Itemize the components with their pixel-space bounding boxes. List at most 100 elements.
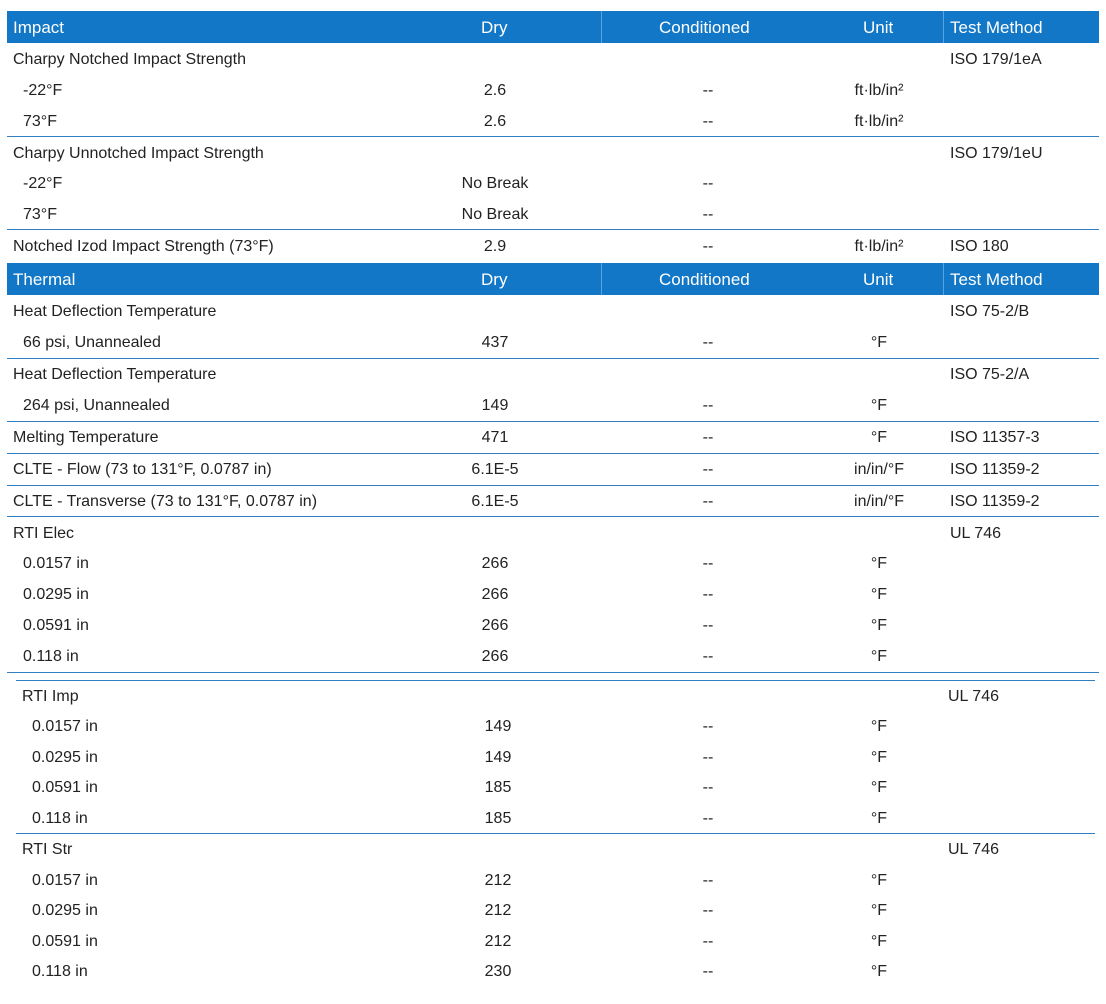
property-label: 0.0591 in — [32, 779, 98, 796]
table-row: RTI Str UL 746 — [0, 834, 1106, 865]
property-label: 0.0295 in — [32, 902, 98, 919]
test-method: ISO 180 — [950, 238, 1009, 255]
table-row: Heat Deflection Temperature ISO 75-2/B — [0, 296, 1106, 327]
table-row: -22°F 2.6 -- ft·lb/in² — [0, 75, 1106, 106]
property-label: CLTE - Transverse (73 to 131°F, 0.0787 i… — [13, 493, 318, 510]
test-method: ISO 179/1eU — [950, 145, 1043, 162]
conditioned-value: -- — [702, 555, 714, 572]
dry-value: 230 — [484, 963, 512, 980]
test-method: ISO 75-2/B — [950, 303, 1030, 320]
table-row: 0.0591 in 185 -- °F — [0, 772, 1106, 803]
row-divider — [16, 833, 1095, 834]
conditioned-column-header: Conditioned — [659, 18, 750, 37]
table-row: Heat Deflection Temperature ISO 75-2/A — [0, 359, 1106, 390]
table-row: 0.118 in 266 -- °F — [0, 641, 1106, 672]
unit-value: °F — [870, 429, 888, 446]
property-label: RTI Elec — [13, 525, 75, 542]
property-label: CLTE - Flow (73 to 131°F, 0.0787 in) — [13, 461, 272, 478]
property-label: 66 psi, Unannealed — [23, 334, 161, 351]
table-row: 0.0295 in 212 -- °F — [0, 895, 1106, 926]
dry-column-header: Dry — [481, 18, 508, 37]
table-row: Charpy Unnotched Impact Strength ISO 179… — [0, 138, 1106, 169]
property-label: 0.0157 in — [32, 872, 98, 889]
unit-value: °F — [870, 555, 888, 572]
row-divider — [7, 485, 1099, 486]
property-label: Heat Deflection Temperature — [13, 303, 217, 320]
row-divider — [7, 358, 1099, 359]
conditioned-value: -- — [702, 397, 714, 414]
table-row: 0.0157 in 149 -- °F — [0, 711, 1106, 742]
unit-value: in/in/°F — [854, 461, 904, 478]
column-divider — [601, 11, 602, 43]
conditioned-value: -- — [702, 810, 714, 827]
column-divider — [601, 263, 602, 295]
column-divider — [943, 263, 944, 295]
property-label: RTI Imp — [22, 688, 79, 705]
dry-value: 266 — [481, 648, 509, 665]
conditioned-column-header: Conditioned — [659, 270, 750, 289]
property-label: Charpy Notched Impact Strength — [13, 51, 247, 68]
table-row: Charpy Notched Impact Strength ISO 179/1… — [0, 44, 1106, 75]
table-row: RTI Elec UL 746 — [0, 518, 1106, 549]
table-row: CLTE - Transverse (73 to 131°F, 0.0787 i… — [0, 486, 1106, 517]
dry-value: 212 — [484, 872, 512, 889]
row-divider — [16, 680, 1095, 681]
table-row: RTI Imp UL 746 — [0, 681, 1106, 712]
test-method: UL 746 — [950, 525, 1001, 542]
property-label: 0.118 in — [32, 963, 88, 980]
conditioned-value: -- — [702, 82, 714, 99]
thermal-section-title: Thermal — [13, 270, 76, 289]
dry-value: 149 — [484, 718, 512, 735]
dry-value: No Break — [461, 175, 529, 192]
conditioned-value: -- — [702, 933, 714, 950]
conditioned-value: -- — [702, 963, 714, 980]
impact-header: Impact Dry Conditioned Unit Test Method — [7, 11, 1099, 43]
property-label: -22°F — [23, 82, 63, 99]
table-row: 0.0591 in 266 -- °F — [0, 610, 1106, 641]
dry-value: 6.1E-5 — [471, 461, 519, 478]
impact-section-title: Impact — [13, 18, 65, 37]
unit-value: °F — [870, 810, 888, 827]
conditioned-value: -- — [702, 175, 714, 192]
property-label: Melting Temperature — [13, 429, 159, 446]
property-label: 73°F — [23, 113, 57, 130]
dry-value: 2.9 — [483, 238, 507, 255]
row-divider — [7, 421, 1099, 422]
conditioned-value: -- — [702, 493, 714, 510]
row-divider — [7, 672, 1099, 673]
table-row: 0.118 in 230 -- °F — [0, 956, 1106, 987]
property-label: 0.0591 in — [32, 933, 98, 950]
property-label: 0.0295 in — [32, 749, 98, 766]
unit-value: °F — [870, 902, 888, 919]
property-label: 0.0157 in — [32, 718, 98, 735]
test-method-column-header: Test Method — [950, 18, 1043, 37]
dry-value: 185 — [484, 810, 512, 827]
table-row: 73°F 2.6 -- ft·lb/in² — [0, 106, 1106, 137]
table-row: -22°F No Break -- — [0, 168, 1106, 199]
property-label: 264 psi, Unannealed — [23, 397, 170, 414]
row-divider — [7, 516, 1099, 517]
conditioned-value: -- — [702, 902, 714, 919]
table-row: 73°F No Break -- — [0, 199, 1106, 230]
table-row: Notched Izod Impact Strength (73°F) 2.9 … — [0, 231, 1106, 262]
row-divider — [7, 453, 1099, 454]
conditioned-value: -- — [702, 648, 714, 665]
unit-value: °F — [870, 334, 888, 351]
conditioned-value: -- — [702, 334, 714, 351]
conditioned-value: -- — [702, 872, 714, 889]
unit-value: °F — [870, 933, 888, 950]
dry-value: 266 — [481, 555, 509, 572]
unit-value: in/in/°F — [854, 493, 904, 510]
dry-value: 471 — [481, 429, 509, 446]
conditioned-value: -- — [702, 617, 714, 634]
conditioned-value: -- — [702, 461, 714, 478]
property-label: 73°F — [23, 206, 57, 223]
property-label: RTI Str — [22, 841, 73, 858]
conditioned-value: -- — [702, 749, 714, 766]
conditioned-value: -- — [702, 586, 714, 603]
property-label: 0.118 in — [32, 810, 88, 827]
property-label: 0.0157 in — [23, 555, 89, 572]
table-row: 0.0295 in 266 -- °F — [0, 579, 1106, 610]
property-label: Notched Izod Impact Strength (73°F) — [13, 238, 274, 255]
unit-value: ft·lb/in² — [854, 113, 904, 130]
